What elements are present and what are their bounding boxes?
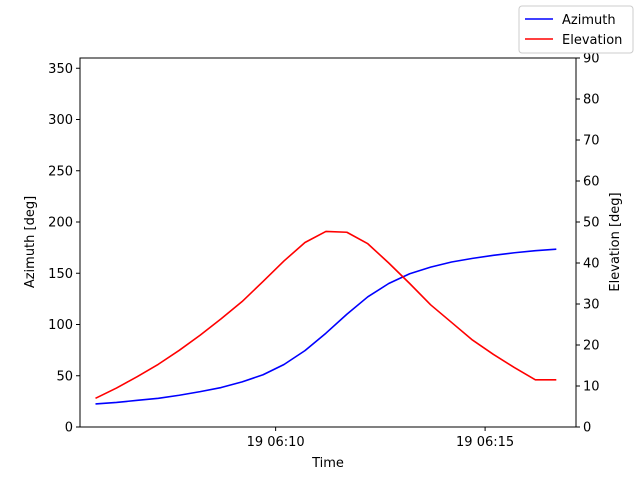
x-axis-label: Time: [311, 456, 344, 471]
plot-area: [79, 57, 577, 428]
left-tick-label: 250: [48, 164, 73, 179]
legend: Azimuth Elevation: [518, 5, 634, 54]
left-axis: 0 50 100 150 200 250 300 350: [48, 62, 80, 436]
right-tick-label: 0: [583, 421, 591, 436]
left-tick-label: 0: [65, 421, 73, 436]
right-tick-label: 40: [583, 257, 600, 272]
legend-box: [518, 5, 634, 54]
left-axis-label: Azimuth [deg]: [23, 196, 38, 288]
x-tick-label: 19 06:15: [456, 435, 514, 450]
series-layer: [95, 230, 557, 405]
right-tick-label: 60: [583, 175, 600, 190]
right-tick-label: 50: [583, 216, 600, 231]
plot-frame: [79, 57, 577, 428]
legend-elevation-label: Elevation: [562, 33, 622, 48]
right-axis-label: Elevation [deg]: [608, 192, 623, 291]
left-tick-label: 150: [48, 267, 73, 282]
right-tick-label: 10: [583, 380, 600, 395]
left-tick-label: 200: [48, 216, 73, 231]
series-line-elevation: [95, 230, 557, 400]
left-tick-label: 300: [48, 113, 73, 128]
right-tick-label: 90: [583, 52, 600, 67]
right-tick-label: 20: [583, 339, 600, 354]
left-tick-label: 50: [56, 369, 73, 384]
series-line-azimuth: [95, 248, 557, 405]
right-axis: 0 10 20 30 40 50 60 70 80 90: [576, 52, 600, 436]
legend-azimuth-label: Azimuth: [562, 13, 616, 28]
right-tick-label: 70: [583, 134, 600, 149]
left-tick-label: 350: [48, 62, 73, 77]
right-tick-label: 80: [583, 93, 600, 108]
left-tick-label: 100: [48, 318, 73, 333]
right-tick-label: 30: [583, 298, 600, 313]
x-tick-label: 19 06:10: [247, 435, 305, 450]
x-axis: 19 06:10 19 06:15: [247, 427, 514, 450]
